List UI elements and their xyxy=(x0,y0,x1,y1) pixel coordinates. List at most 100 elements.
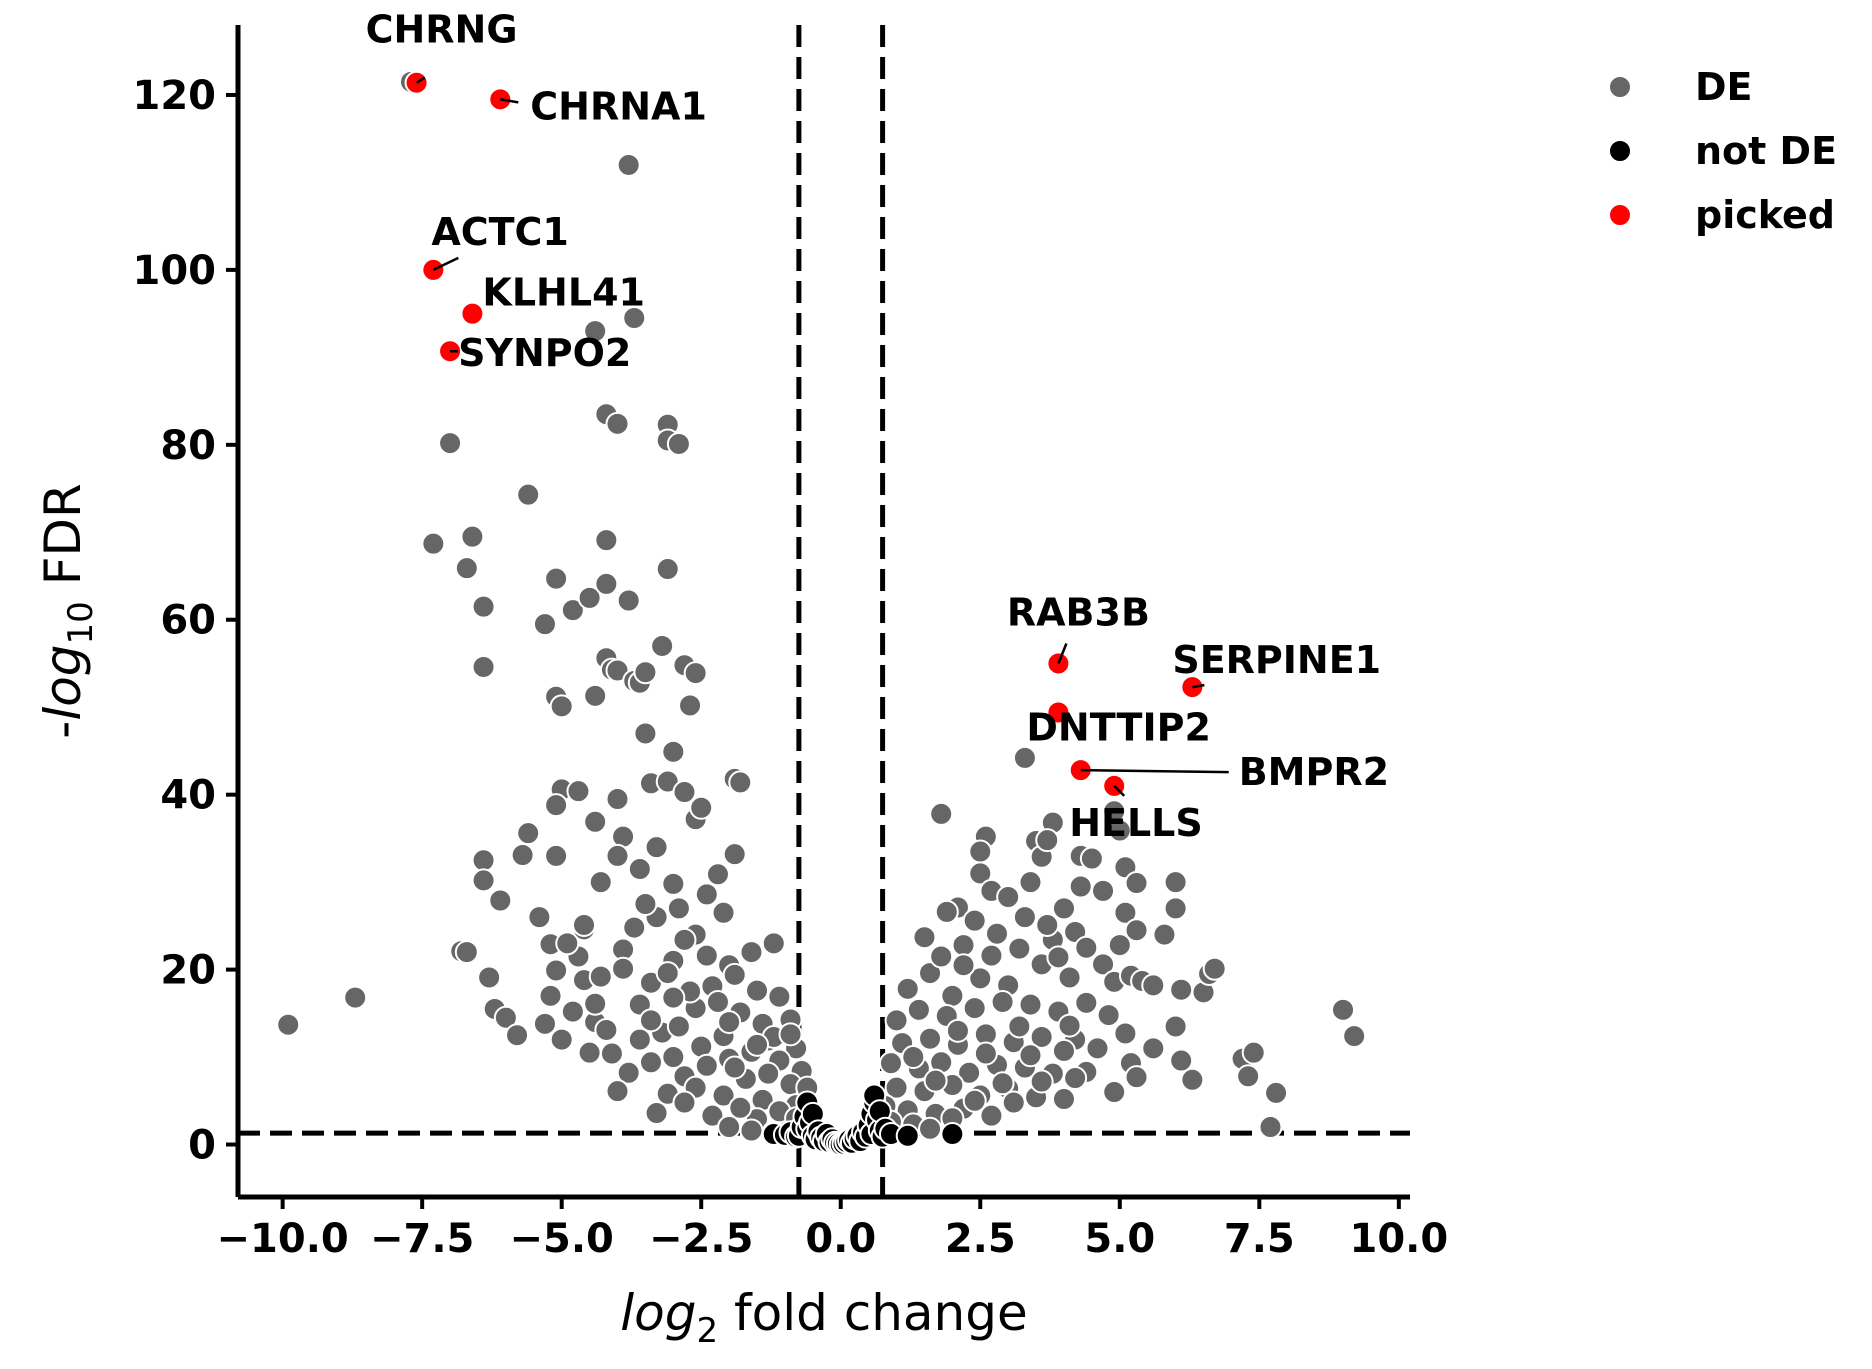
data-point xyxy=(471,594,496,619)
data-point xyxy=(599,1041,624,1066)
data-point xyxy=(605,1079,630,1104)
y-axis-label-log: log xyxy=(34,644,92,720)
annotation-leader-line xyxy=(500,98,519,104)
data-point xyxy=(276,1012,301,1037)
data-point xyxy=(661,985,686,1010)
gene-label: CHRNG xyxy=(366,8,518,52)
data-point xyxy=(638,1008,663,1033)
data-point xyxy=(566,779,591,804)
data-point xyxy=(644,835,669,860)
data-point xyxy=(616,1060,641,1085)
data-point xyxy=(1163,870,1188,895)
data-point xyxy=(979,1103,1004,1128)
data-point xyxy=(471,848,496,873)
data-point xyxy=(767,984,792,1009)
data-point xyxy=(538,983,563,1008)
annotation-chrng: CHRNG xyxy=(366,8,518,84)
data-point xyxy=(588,964,613,989)
data-point xyxy=(1202,956,1227,981)
data-point xyxy=(990,989,1015,1014)
gene-label: ACTC1 xyxy=(431,210,569,254)
data-point xyxy=(666,896,691,921)
data-point xyxy=(1236,1064,1261,1089)
data-point xyxy=(666,1014,691,1039)
data-point xyxy=(1001,1090,1026,1115)
data-point xyxy=(1124,918,1149,943)
legend-marker xyxy=(1608,139,1632,163)
data-point xyxy=(577,1040,602,1065)
data-point xyxy=(672,780,697,805)
legend-marker xyxy=(1608,75,1632,99)
series-not-de xyxy=(761,1083,965,1157)
data-point xyxy=(1141,1036,1166,1061)
series-picked xyxy=(404,70,1205,798)
data-point xyxy=(583,683,608,708)
legend-marker xyxy=(1608,203,1632,227)
data-point xyxy=(722,842,747,867)
annotation-leader-line xyxy=(1192,683,1205,689)
data-point xyxy=(717,1010,742,1035)
data-point xyxy=(555,931,580,956)
data-point xyxy=(923,1068,948,1093)
data-point xyxy=(633,892,658,916)
gene-annotations: CHRNG CHRNA1 ACTC1 KLHL41 SYNPO2 RAB3B SERPINE… xyxy=(366,8,1389,845)
data-point xyxy=(1051,896,1076,921)
data-point xyxy=(728,770,753,795)
data-point xyxy=(583,809,608,834)
x-tick-label: −7.5 xyxy=(370,1216,474,1262)
data-point xyxy=(996,885,1021,910)
data-point xyxy=(929,801,954,826)
data-point xyxy=(560,598,585,623)
x-tick-label: 2.5 xyxy=(945,1216,1016,1262)
data-point xyxy=(895,1123,920,1148)
data-point xyxy=(1241,1040,1266,1065)
data-point xyxy=(722,962,747,987)
data-point xyxy=(438,431,463,456)
data-point xyxy=(1169,977,1194,1002)
data-point xyxy=(1085,1036,1110,1061)
legend-label: not DE xyxy=(1695,129,1837,173)
annotation-leader-line xyxy=(1080,768,1229,774)
data-point xyxy=(1063,1066,1088,1091)
data-point xyxy=(1102,1080,1127,1105)
data-point xyxy=(973,1041,998,1066)
data-point xyxy=(583,319,608,344)
data-point xyxy=(739,940,764,965)
data-point xyxy=(1141,973,1166,998)
gene-label: BMPR2 xyxy=(1239,750,1389,794)
y-tick-label: 120 xyxy=(133,73,217,119)
data-point xyxy=(705,862,730,887)
data-point xyxy=(934,899,959,924)
data-point xyxy=(968,839,993,864)
x-tick-label: 0.0 xyxy=(805,1216,876,1262)
annotation-bmpr2: BMPR2 xyxy=(1080,750,1389,794)
gene-label: RAB3B xyxy=(1007,590,1150,634)
data-point xyxy=(1057,1013,1082,1038)
annotation-leader-line xyxy=(1057,643,1068,664)
data-point xyxy=(940,1122,965,1147)
data-point xyxy=(918,961,943,986)
x-tick-label: −5.0 xyxy=(510,1216,614,1262)
data-point xyxy=(611,956,636,981)
y-tick-label: 80 xyxy=(160,423,216,469)
data-point xyxy=(678,693,703,718)
data-point xyxy=(1012,905,1037,930)
x-tick-label: −2.5 xyxy=(649,1216,753,1262)
data-point xyxy=(895,976,920,1001)
data-point xyxy=(728,1095,753,1120)
data-point xyxy=(683,661,708,686)
gene-label: HELLS xyxy=(1069,801,1203,845)
annotation-rab3b: RAB3B xyxy=(1007,590,1150,664)
data-point xyxy=(661,1045,686,1070)
data-point xyxy=(945,1018,970,1043)
data-point xyxy=(616,588,641,613)
y-tick-label: 0 xyxy=(188,1123,216,1169)
legend-label: DE xyxy=(1695,65,1753,109)
data-point xyxy=(549,694,574,719)
data-point xyxy=(627,857,652,882)
annotation-dnttip2: DNTTIP2 xyxy=(1026,705,1211,749)
data-point xyxy=(778,1022,803,1047)
data-point xyxy=(1074,990,1099,1015)
data-point xyxy=(544,793,569,818)
